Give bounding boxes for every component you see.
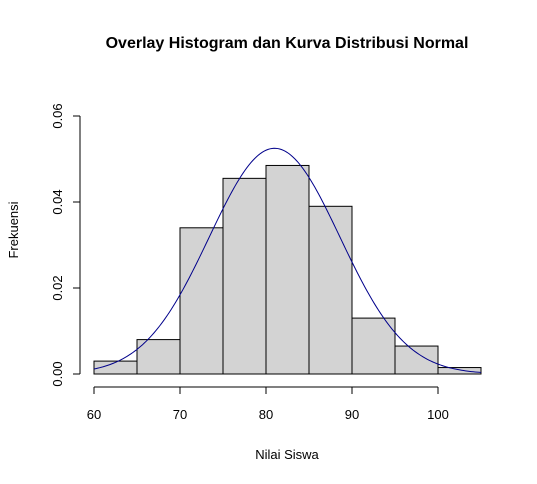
y-tick-label: 0.06 [50, 103, 65, 128]
x-tick-label: 60 [87, 407, 101, 422]
histogram-bar-4 [265, 164, 310, 375]
y-axis: 0.00 0.02 0.04 0.06 [50, 103, 81, 387]
x-tick-label: 70 [173, 407, 187, 422]
normal-curve [93, 147, 482, 373]
histogram-bar-6 [351, 317, 396, 375]
y-tick-label: 0.00 [50, 361, 65, 386]
histogram-bar-5 [308, 205, 353, 375]
histogram-bar-8 [437, 367, 482, 375]
y-tick-label: 0.02 [50, 275, 65, 300]
chart-title: Overlay Histogram dan Kurva Distribusi N… [106, 35, 469, 52]
x-tick-label: 90 [345, 407, 359, 422]
histogram-bar-1 [136, 339, 181, 375]
y-tick-label: 0.04 [50, 189, 65, 214]
histogram-bar-7 [394, 345, 439, 375]
histogram-bars [93, 164, 482, 375]
x-axis: 60 70 80 90 100 [87, 386, 449, 422]
x-tick-label: 80 [259, 407, 273, 422]
histogram-bar-2 [179, 227, 224, 375]
histogram-bar-3 [222, 177, 267, 375]
x-axis-label: Nilai Siswa [255, 447, 319, 462]
x-tick-label: 100 [427, 407, 449, 422]
y-axis-label: Frekuensi [6, 201, 21, 258]
